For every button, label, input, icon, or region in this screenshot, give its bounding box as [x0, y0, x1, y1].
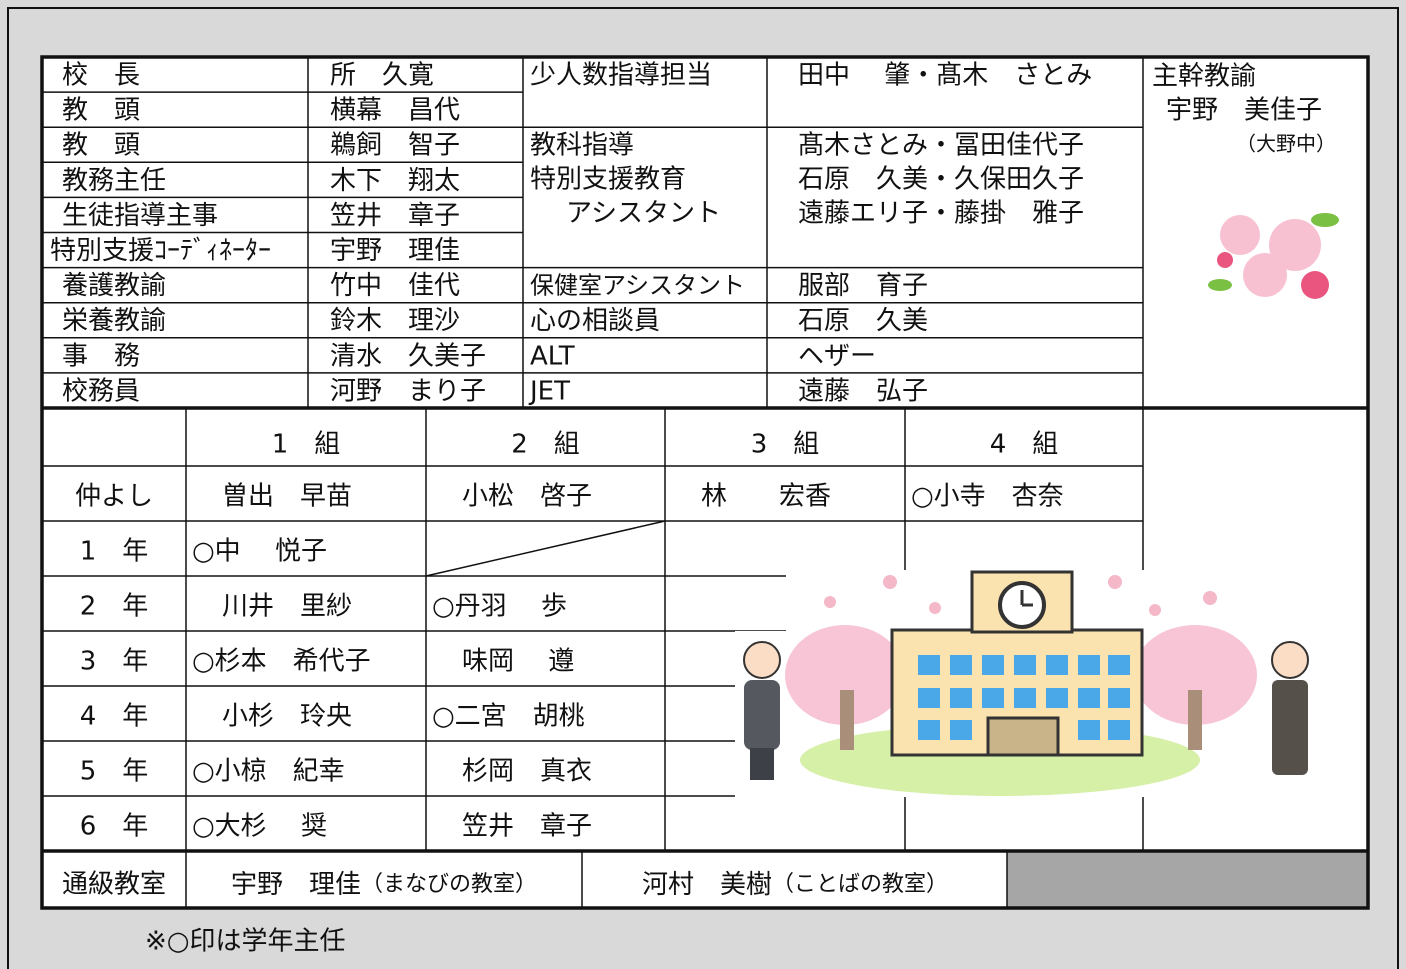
head-teacher-title: 主幹教諭: [1152, 62, 1256, 92]
staff-role: 養護教諭: [62, 271, 166, 301]
grade-label: 仲よし: [75, 482, 153, 512]
tsukyu-room: （まなびの教室）: [361, 872, 537, 897]
staff-name: 木下 翔太: [330, 166, 460, 196]
head-teacher-name: 宇野 美佳子: [1166, 96, 1322, 126]
teacher-name: ○大杉 奨: [192, 812, 327, 842]
support-name: 服部 育子: [798, 271, 928, 301]
staff-name: 河野 まり子: [330, 376, 486, 406]
support-name: ヘザー: [798, 341, 876, 371]
grade-label: 1 年: [80, 537, 149, 567]
tsukyu-entry: 宇野 理佳（まなびの教室）: [231, 870, 537, 900]
table-border: [40, 55, 1370, 910]
teacher-name: ○二宮 胡桃: [432, 702, 585, 732]
teacher-name: ○小椋 紀幸: [192, 757, 345, 787]
support-role: 保健室アシスタント: [530, 272, 745, 300]
teacher-name: ○中 悦子: [192, 537, 327, 567]
tsukyu-entry: 河村 美樹（ことばの教室）: [642, 870, 948, 900]
staff-role: 教 頭: [62, 96, 140, 126]
support-name: 遠藤 弘子: [798, 376, 928, 406]
class-header: 3 組: [751, 430, 820, 460]
grid-line: [425, 520, 666, 577]
tsukyu-name: 河村 美樹: [642, 870, 772, 900]
teacher-name: ○丹羽 歩: [432, 592, 567, 622]
grade-label: 2 年: [80, 592, 149, 622]
tsukyu-label: 通級教室: [62, 870, 166, 900]
staff-role: 特別支援ｺｰﾃﾞｨﾈｰﾀｰ: [50, 236, 271, 266]
teacher-name: 笠井 章子: [462, 812, 592, 842]
grade-label: 5 年: [80, 757, 149, 787]
support-role: アシスタント: [566, 199, 721, 229]
teacher-name: ○小寺 杏奈: [911, 482, 1064, 512]
tsukyu-room: （ことばの教室）: [772, 872, 948, 897]
staff-name: 笠井 章子: [330, 201, 460, 231]
support-role: ALT: [530, 341, 575, 371]
grade-label: 6 年: [80, 812, 149, 842]
teacher-name: 小松 啓子: [462, 482, 592, 512]
table-texts: 校 長所 久寛教 頭横幕 昌代教 頭鵜飼 智子教務主任 木下 翔太生徒指導主事 笠井…: [50, 61, 1336, 900]
tsukyu-name: 宇野 理佳: [231, 870, 361, 900]
support-name: 石原 久美: [798, 306, 928, 336]
gray-cell: [1007, 851, 1368, 908]
staff-role: 校 長: [62, 61, 140, 91]
support-role: 特別支援教育: [530, 165, 686, 195]
staff-role: 生徒指導主事: [62, 201, 218, 231]
support-name: 田中 肇・髙木 さとみ: [798, 61, 1092, 91]
blossom-illustration: [1208, 213, 1339, 299]
staff-name: 竹中 佳代: [330, 271, 460, 301]
support-role: 少人数指導担当: [530, 61, 712, 91]
staff-name: 鵜飼 智子: [330, 131, 460, 161]
teacher-name: 川井 里紗: [222, 592, 352, 622]
footnote: ※○印は学年主任: [145, 927, 345, 957]
teacher-name: 小杉 玲央: [222, 702, 352, 732]
teacher-name: 林 宏香: [701, 482, 831, 512]
staff-name: 所 久寛: [330, 61, 434, 91]
grade-label: 3 年: [80, 647, 149, 677]
staff-name: 清水 久美子: [330, 341, 486, 371]
teacher-name: 杉岡 真衣: [462, 757, 592, 787]
class-header: 4 組: [990, 430, 1059, 460]
staff-role: 事 務: [62, 341, 140, 371]
support-name: 髙木さとみ・冨田佳代子: [798, 131, 1084, 161]
staff-role: 教務主任: [62, 166, 166, 196]
support-name: 石原 久美・久保田久子: [798, 165, 1084, 195]
staff-role: 校務員: [62, 376, 140, 406]
staff-name: 横幕 昌代: [330, 96, 460, 126]
staff-role: 栄養教諭: [62, 306, 166, 336]
teacher-name: ○杉本 希代子: [192, 647, 371, 677]
staff-name: 鈴木 理沙: [330, 306, 460, 336]
staff-name: 宇野 理佳: [330, 236, 460, 266]
support-role: 教科指導: [530, 131, 634, 161]
head-teacher-note: （大野中）: [1236, 132, 1336, 156]
staff-role: 教 頭: [62, 131, 140, 161]
support-role: JET: [528, 376, 570, 406]
school-illustration: [735, 570, 1366, 797]
class-header: 1 組: [272, 430, 341, 460]
teacher-name: 曽出 早苗: [222, 482, 352, 512]
support-role: 心の相談員: [530, 306, 660, 336]
class-header: 2 組: [511, 430, 580, 460]
teacher-name: 味岡 遵: [462, 647, 574, 677]
grade-label: 4 年: [80, 702, 149, 732]
support-name: 遠藤エリ子・藤掛 雅子: [798, 199, 1084, 229]
